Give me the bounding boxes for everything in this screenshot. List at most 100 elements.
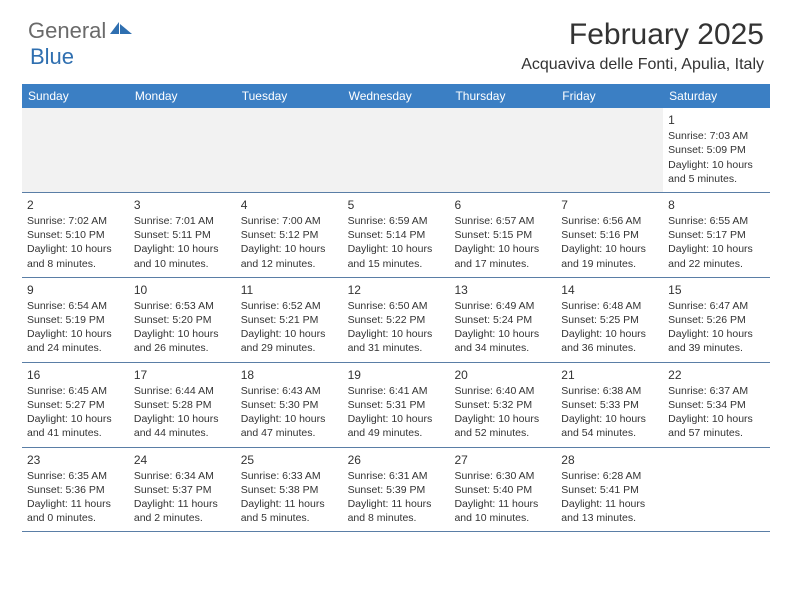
month-title: February 2025 (521, 18, 764, 52)
sunset-text: Sunset: 5:32 PM (454, 398, 551, 412)
daylight-text: Daylight: 10 hours and 22 minutes. (668, 242, 765, 270)
day-number: 19 (348, 367, 445, 383)
brand-logo: General (28, 18, 134, 44)
sunset-text: Sunset: 5:17 PM (668, 228, 765, 242)
weekday-header: Wednesday (343, 84, 450, 108)
day-cell: 8Sunrise: 6:55 AMSunset: 5:17 PMDaylight… (663, 193, 770, 277)
sunset-text: Sunset: 5:25 PM (561, 313, 658, 327)
title-block: February 2025 Acquaviva delle Fonti, Apu… (521, 18, 764, 74)
sunrise-text: Sunrise: 6:50 AM (348, 299, 445, 313)
sunset-text: Sunset: 5:11 PM (134, 228, 231, 242)
daylight-text: Daylight: 10 hours and 10 minutes. (134, 242, 231, 270)
week-row: 23Sunrise: 6:35 AMSunset: 5:36 PMDayligh… (22, 448, 770, 533)
day-number: 13 (454, 282, 551, 298)
day-number: 26 (348, 452, 445, 468)
sunrise-text: Sunrise: 6:34 AM (134, 469, 231, 483)
daylight-text: Daylight: 11 hours and 2 minutes. (134, 497, 231, 525)
sunrise-text: Sunrise: 6:35 AM (27, 469, 124, 483)
sunset-text: Sunset: 5:14 PM (348, 228, 445, 242)
daylight-text: Daylight: 10 hours and 41 minutes. (27, 412, 124, 440)
sunrise-text: Sunrise: 6:38 AM (561, 384, 658, 398)
daylight-text: Daylight: 10 hours and 12 minutes. (241, 242, 338, 270)
day-cell: 17Sunrise: 6:44 AMSunset: 5:28 PMDayligh… (129, 363, 236, 447)
day-number: 5 (348, 197, 445, 213)
day-cell: 22Sunrise: 6:37 AMSunset: 5:34 PMDayligh… (663, 363, 770, 447)
empty-day-cell (663, 448, 770, 532)
sunrise-text: Sunrise: 6:56 AM (561, 214, 658, 228)
sunrise-text: Sunrise: 7:01 AM (134, 214, 231, 228)
day-number: 15 (668, 282, 765, 298)
sunset-text: Sunset: 5:28 PM (134, 398, 231, 412)
day-number: 28 (561, 452, 658, 468)
daylight-text: Daylight: 10 hours and 26 minutes. (134, 327, 231, 355)
sunrise-text: Sunrise: 6:43 AM (241, 384, 338, 398)
sunrise-text: Sunrise: 6:47 AM (668, 299, 765, 313)
day-cell: 16Sunrise: 6:45 AMSunset: 5:27 PMDayligh… (22, 363, 129, 447)
day-cell: 10Sunrise: 6:53 AMSunset: 5:20 PMDayligh… (129, 278, 236, 362)
weekday-header-row: SundayMondayTuesdayWednesdayThursdayFrid… (22, 84, 770, 108)
week-row: 2Sunrise: 7:02 AMSunset: 5:10 PMDaylight… (22, 193, 770, 278)
sunset-text: Sunset: 5:22 PM (348, 313, 445, 327)
week-row: 16Sunrise: 6:45 AMSunset: 5:27 PMDayligh… (22, 363, 770, 448)
day-cell: 1Sunrise: 7:03 AMSunset: 5:09 PMDaylight… (663, 108, 770, 192)
empty-day-cell (22, 108, 129, 192)
daylight-text: Daylight: 11 hours and 0 minutes. (27, 497, 124, 525)
day-number: 2 (27, 197, 124, 213)
sunset-text: Sunset: 5:20 PM (134, 313, 231, 327)
daylight-text: Daylight: 10 hours and 54 minutes. (561, 412, 658, 440)
daylight-text: Daylight: 11 hours and 13 minutes. (561, 497, 658, 525)
sunset-text: Sunset: 5:19 PM (27, 313, 124, 327)
day-number: 1 (668, 112, 765, 128)
daylight-text: Daylight: 11 hours and 10 minutes. (454, 497, 551, 525)
week-row: 1Sunrise: 7:03 AMSunset: 5:09 PMDaylight… (22, 108, 770, 193)
daylight-text: Daylight: 10 hours and 31 minutes. (348, 327, 445, 355)
day-cell: 26Sunrise: 6:31 AMSunset: 5:39 PMDayligh… (343, 448, 450, 532)
sunset-text: Sunset: 5:41 PM (561, 483, 658, 497)
day-number: 14 (561, 282, 658, 298)
sunrise-text: Sunrise: 6:31 AM (348, 469, 445, 483)
day-cell: 20Sunrise: 6:40 AMSunset: 5:32 PMDayligh… (449, 363, 556, 447)
flag-icon (110, 18, 132, 44)
day-cell: 7Sunrise: 6:56 AMSunset: 5:16 PMDaylight… (556, 193, 663, 277)
sunset-text: Sunset: 5:09 PM (668, 143, 765, 157)
sunrise-text: Sunrise: 7:00 AM (241, 214, 338, 228)
daylight-text: Daylight: 10 hours and 47 minutes. (241, 412, 338, 440)
sunrise-text: Sunrise: 6:37 AM (668, 384, 765, 398)
daylight-text: Daylight: 10 hours and 8 minutes. (27, 242, 124, 270)
sunset-text: Sunset: 5:37 PM (134, 483, 231, 497)
weekday-header: Saturday (663, 84, 770, 108)
day-number: 21 (561, 367, 658, 383)
header: General February 2025 Acquaviva delle Fo… (0, 0, 792, 80)
sunrise-text: Sunrise: 6:49 AM (454, 299, 551, 313)
sunrise-text: Sunrise: 7:03 AM (668, 129, 765, 143)
sunset-text: Sunset: 5:36 PM (27, 483, 124, 497)
day-number: 20 (454, 367, 551, 383)
empty-day-cell (556, 108, 663, 192)
day-cell: 25Sunrise: 6:33 AMSunset: 5:38 PMDayligh… (236, 448, 343, 532)
day-cell: 4Sunrise: 7:00 AMSunset: 5:12 PMDaylight… (236, 193, 343, 277)
day-number: 4 (241, 197, 338, 213)
sunset-text: Sunset: 5:30 PM (241, 398, 338, 412)
day-number: 27 (454, 452, 551, 468)
day-number: 22 (668, 367, 765, 383)
sunset-text: Sunset: 5:24 PM (454, 313, 551, 327)
sunset-text: Sunset: 5:39 PM (348, 483, 445, 497)
weekday-header: Sunday (22, 84, 129, 108)
daylight-text: Daylight: 10 hours and 15 minutes. (348, 242, 445, 270)
day-cell: 12Sunrise: 6:50 AMSunset: 5:22 PMDayligh… (343, 278, 450, 362)
sunrise-text: Sunrise: 6:48 AM (561, 299, 658, 313)
day-number: 8 (668, 197, 765, 213)
sunrise-text: Sunrise: 6:45 AM (27, 384, 124, 398)
sunrise-text: Sunrise: 7:02 AM (27, 214, 124, 228)
sunrise-text: Sunrise: 6:33 AM (241, 469, 338, 483)
sunset-text: Sunset: 5:26 PM (668, 313, 765, 327)
daylight-text: Daylight: 10 hours and 17 minutes. (454, 242, 551, 270)
day-cell: 24Sunrise: 6:34 AMSunset: 5:37 PMDayligh… (129, 448, 236, 532)
weekday-header: Monday (129, 84, 236, 108)
daylight-text: Daylight: 10 hours and 24 minutes. (27, 327, 124, 355)
location-subtitle: Acquaviva delle Fonti, Apulia, Italy (521, 56, 764, 74)
empty-day-cell (343, 108, 450, 192)
sunset-text: Sunset: 5:15 PM (454, 228, 551, 242)
day-cell: 28Sunrise: 6:28 AMSunset: 5:41 PMDayligh… (556, 448, 663, 532)
sunset-text: Sunset: 5:16 PM (561, 228, 658, 242)
